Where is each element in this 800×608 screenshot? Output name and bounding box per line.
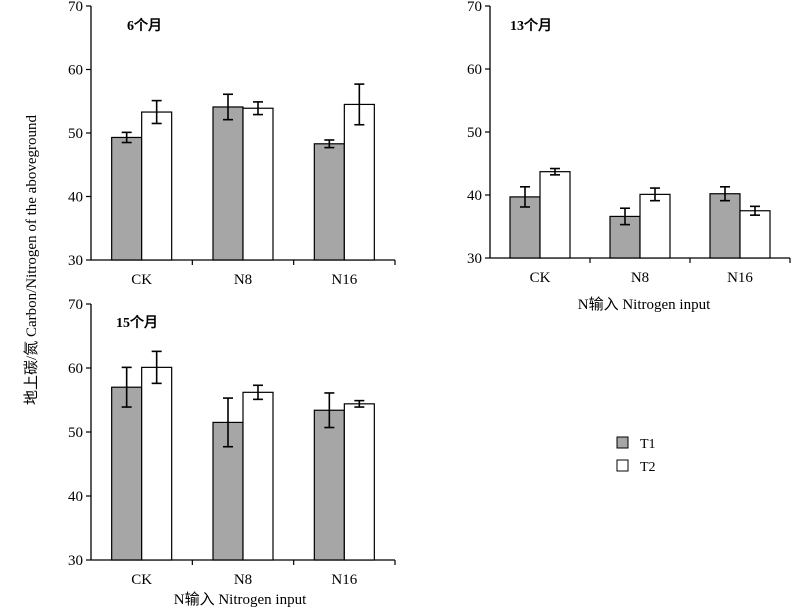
x-tick-label: CK — [530, 270, 551, 286]
y-tick-label: 70 — [68, 297, 83, 313]
bar-t1-ck — [111, 386, 143, 561]
bar-t2-n8 — [242, 107, 274, 261]
legend-label-t2: T2 — [640, 460, 656, 475]
y-tick-label: 60 — [467, 62, 482, 78]
x-axis-label: N输入 Nitrogen input — [174, 591, 307, 608]
panel-title: 13个月 — [510, 17, 552, 34]
y-tick-label: 30 — [467, 251, 482, 267]
y-tick-label: 40 — [68, 190, 83, 206]
bar-t2-n16 — [343, 403, 375, 561]
y-axis-label: 地上碳/氮 Carbon/Nitrogen of the aboveground — [23, 115, 40, 405]
legend: T1 T2 — [616, 436, 656, 475]
y-tick-label: 50 — [467, 125, 482, 141]
x-tick-label: N8 — [631, 270, 649, 286]
x-tick-label: N8 — [234, 572, 252, 588]
y-tick-label: 70 — [467, 0, 482, 15]
x-tick-label: CK — [131, 572, 152, 588]
bar-t1-ck — [111, 136, 143, 261]
chart-panel-13-months: 13个月 N输入 Nitrogen input 30 40 50 60 70 CK N8 N1… — [467, 0, 791, 313]
chart-panel-15-months: 15个月 N输入 Nitrogen input 30 40 50 60 70 CK N8 N1… — [68, 297, 396, 608]
y-tick-label: 30 — [68, 553, 83, 569]
bar-t1-n16 — [709, 193, 741, 259]
y-tick-label: 60 — [68, 63, 83, 79]
legend-label-t1: T1 — [640, 437, 656, 452]
bar-t2-n8 — [242, 391, 274, 561]
x-tick-label: N16 — [331, 572, 357, 588]
bar-t2-n8 — [639, 193, 671, 259]
bar-t2-n16 — [739, 210, 771, 259]
y-tick-label: 50 — [68, 126, 83, 142]
y-tick-label: 40 — [467, 188, 482, 204]
bar-t1-n8 — [212, 106, 244, 261]
panel-title: 15个月 — [116, 314, 158, 331]
y-tick-label: 70 — [68, 0, 83, 15]
x-tick-label: N16 — [727, 270, 753, 286]
bar-t1-n16 — [313, 143, 345, 261]
x-axis-label: N输入 Nitrogen input — [578, 296, 711, 313]
x-tick-label: N8 — [234, 272, 252, 288]
chart-panel-6-months: 6个月 30 40 50 60 70 CK N8 N16 — [68, 0, 396, 288]
bar-t2-n16 — [343, 103, 375, 261]
x-tick-label: N16 — [331, 272, 357, 288]
y-tick-label: 50 — [68, 425, 83, 441]
legend-swatch-t2 — [616, 459, 629, 472]
x-tick-label: CK — [131, 272, 152, 288]
bar-t1-n16 — [313, 409, 345, 561]
bar-t2-ck — [141, 111, 173, 261]
y-tick-label: 30 — [68, 253, 83, 269]
bar-t2-ck — [141, 366, 173, 561]
y-tick-label: 40 — [68, 489, 83, 505]
panel-title: 6个月 — [127, 17, 162, 34]
legend-swatch-t1 — [616, 436, 629, 449]
bar-t2-ck — [539, 171, 571, 259]
y-tick-label: 60 — [68, 361, 83, 377]
